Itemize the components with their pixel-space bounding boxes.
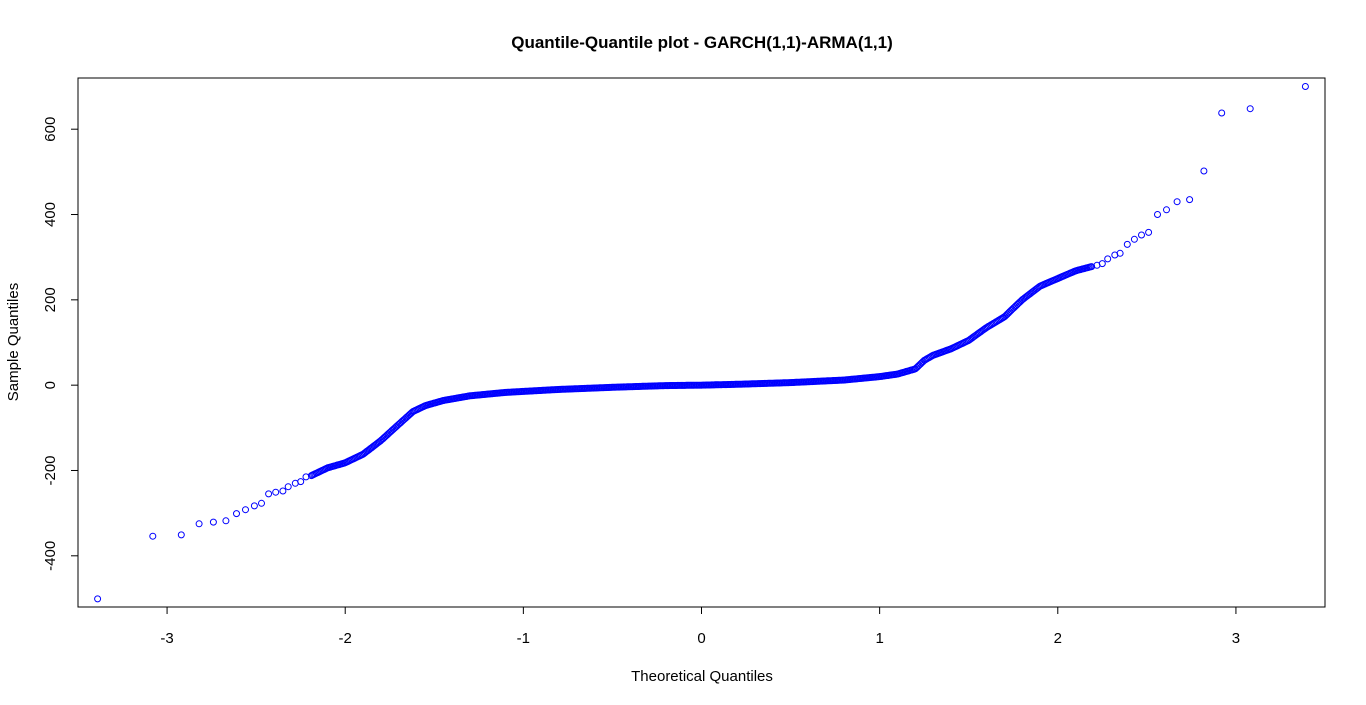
data-point [222, 517, 230, 525]
data-point [1154, 211, 1161, 218]
data-point [1086, 263, 1094, 271]
data-point [242, 506, 249, 514]
data-point [279, 487, 287, 495]
data-point [1104, 255, 1112, 263]
data-point [1130, 235, 1138, 243]
data-point [233, 510, 240, 518]
data-point [272, 488, 280, 496]
data-points [94, 83, 1309, 603]
y-tick-label: 400 [42, 202, 59, 227]
data-point [149, 532, 157, 540]
x-tick-label: 1 [875, 630, 883, 647]
y-axis: -400 -200 0 200 400 600 [42, 117, 79, 571]
x-axis-label: Theoretical Quantiles [631, 668, 773, 685]
x-tick-label: -1 [517, 630, 530, 647]
data-point [1218, 109, 1226, 117]
x-tick-label: 0 [697, 630, 705, 647]
data-point [1116, 249, 1124, 257]
data-point [1098, 260, 1106, 268]
data-point [195, 520, 203, 528]
data-point [1186, 196, 1194, 204]
plot-frame [77, 77, 1326, 608]
x-axis: -3 -2 -1 0 1 2 3 [160, 606, 1240, 647]
y-tick-label: 200 [42, 287, 59, 312]
data-point [1138, 231, 1145, 239]
data-point [1123, 240, 1131, 248]
y-tick-label: -200 [42, 455, 59, 485]
data-point [1163, 206, 1170, 214]
data-point [297, 478, 305, 486]
data-point [209, 518, 217, 526]
data-point [177, 531, 185, 539]
data-point [284, 483, 292, 491]
data-point [1246, 105, 1254, 113]
data-point [258, 499, 265, 507]
data-point [1145, 228, 1153, 236]
x-tick-label: 3 [1232, 630, 1240, 647]
y-tick-label: -400 [42, 541, 59, 571]
x-tick-label: -3 [160, 630, 173, 647]
x-tick-label: -2 [339, 630, 352, 647]
data-point [265, 490, 273, 498]
data-point [1301, 83, 1309, 90]
y-tick-label: 600 [42, 117, 59, 142]
data-point [1173, 198, 1181, 206]
data-point [250, 502, 258, 510]
data-point [94, 595, 102, 603]
chart-title: Quantile-Quantile plot - GARCH(1,1)-ARMA… [511, 33, 893, 52]
y-tick-label: 0 [42, 381, 59, 389]
x-tick-label: 2 [1054, 630, 1062, 647]
y-axis-label: Sample Quantiles [5, 283, 22, 401]
data-point [1200, 167, 1208, 175]
